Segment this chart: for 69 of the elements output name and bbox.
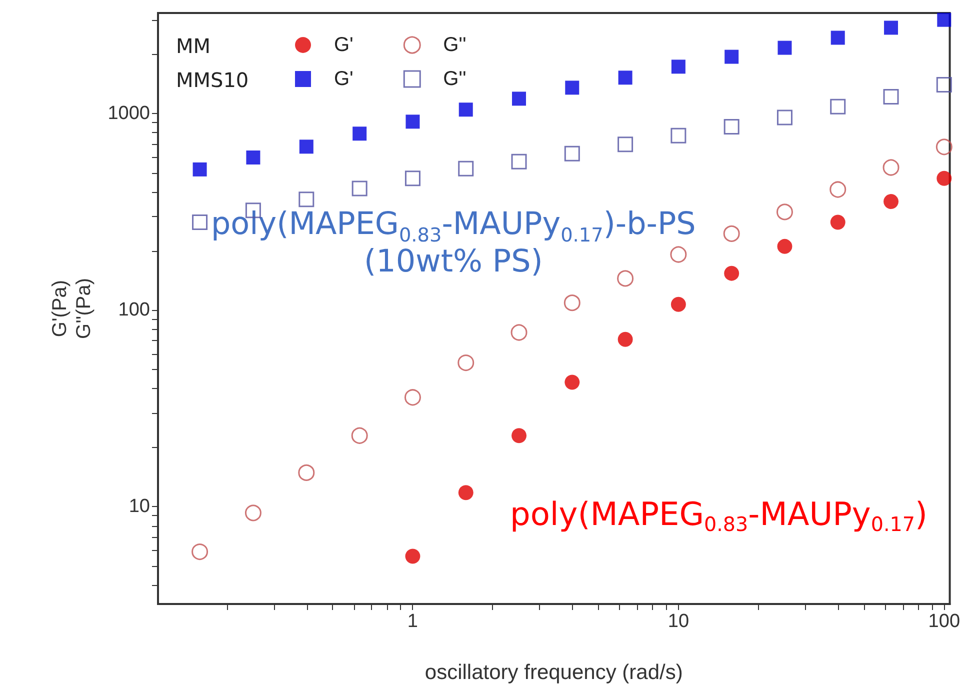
point (724, 266, 740, 281)
point (192, 162, 207, 176)
point (618, 136, 634, 152)
point (884, 194, 899, 210)
y-axis-title: G'(Pa) G''(Pa) (49, 278, 95, 339)
point (244, 504, 262, 522)
y-tick-label: 100 (118, 300, 150, 321)
point (352, 180, 368, 196)
point (882, 159, 900, 176)
point (458, 354, 474, 372)
x-tick-label: 10 (668, 611, 690, 632)
point (246, 150, 260, 165)
point (830, 98, 846, 114)
point (776, 110, 792, 126)
point (776, 204, 793, 220)
point (564, 146, 580, 162)
point (670, 246, 687, 263)
point (723, 225, 740, 242)
point (512, 428, 527, 444)
point (298, 192, 314, 208)
point (192, 544, 208, 560)
point (404, 170, 420, 186)
point (618, 332, 633, 347)
point (830, 214, 846, 230)
point (298, 464, 315, 481)
point (404, 389, 421, 406)
point (192, 214, 208, 230)
point (458, 160, 474, 176)
point (884, 20, 898, 35)
y-tick-label: 10 (128, 496, 150, 518)
point (777, 238, 792, 254)
point (510, 324, 528, 341)
legend-label: G' (334, 68, 354, 90)
point (618, 70, 632, 85)
x-tick-label: 100 (928, 611, 960, 632)
point (564, 374, 580, 390)
point (883, 88, 899, 104)
point (830, 181, 846, 198)
point (458, 485, 474, 500)
legend-label: G'' (443, 34, 466, 56)
legend-label: G'' (443, 68, 466, 90)
point (724, 118, 740, 134)
point (670, 128, 686, 144)
point (565, 80, 580, 95)
annotation: MMS10 (176, 68, 249, 92)
point (830, 30, 845, 45)
point (351, 427, 368, 444)
point (299, 140, 314, 154)
point (936, 76, 952, 92)
point (511, 154, 527, 170)
point (617, 270, 634, 287)
legend-label: G' (334, 34, 354, 56)
point (564, 294, 580, 312)
point (937, 12, 952, 27)
x-tick-label: 1 (407, 611, 418, 632)
annotation: MM (176, 34, 211, 58)
x-axis-title: oscillatory frequency (rad/s) (424, 661, 683, 684)
point (671, 60, 686, 74)
y-tick-label: 1000 (108, 103, 150, 124)
point (778, 40, 792, 55)
point (512, 92, 526, 106)
point (724, 50, 739, 64)
point (406, 114, 420, 129)
point (670, 296, 686, 312)
point (936, 170, 952, 186)
point (936, 138, 952, 156)
point (458, 102, 473, 117)
point (352, 126, 367, 141)
point (405, 548, 420, 564)
